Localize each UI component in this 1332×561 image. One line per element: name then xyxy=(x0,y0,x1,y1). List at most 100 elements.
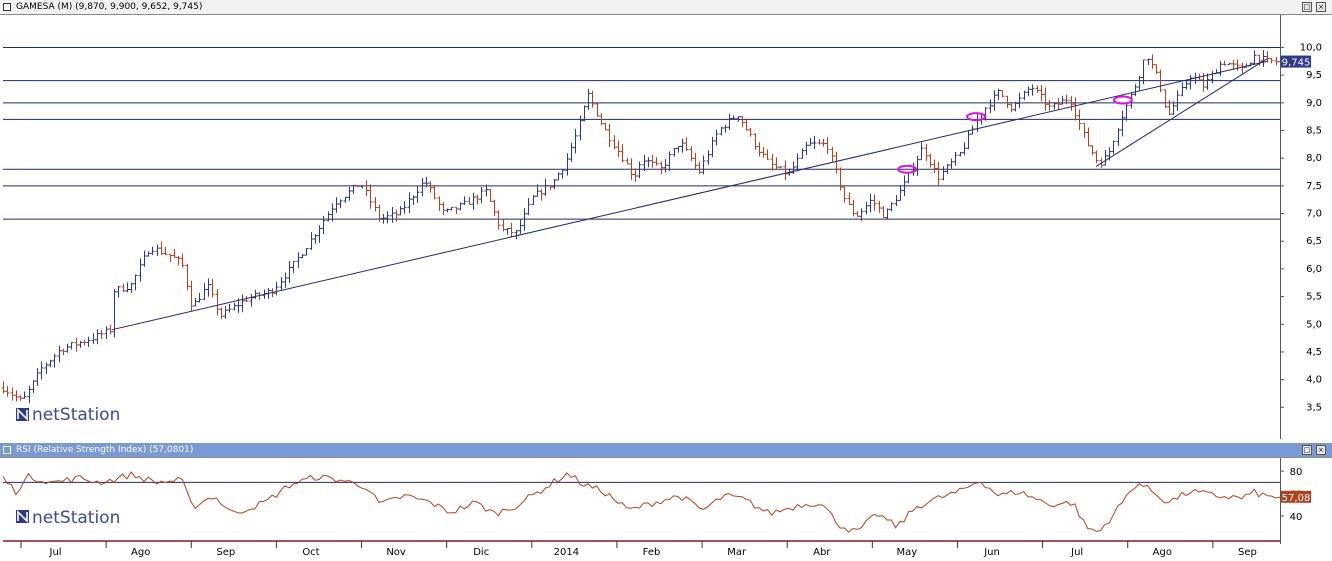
ohlc-bar xyxy=(402,200,407,214)
ohlc-bar xyxy=(197,292,202,303)
ohlc-bar xyxy=(206,278,211,297)
ohlc-bar xyxy=(672,147,677,157)
ohlc-bar xyxy=(646,157,651,168)
rsi-series-line xyxy=(2,471,1281,533)
ohlc-bar xyxy=(744,119,749,131)
ohlc-bar xyxy=(133,274,138,291)
ohlc-bar xyxy=(1120,110,1125,137)
ohlc-bar xyxy=(1133,84,1138,96)
x-axis-label: Sep xyxy=(1238,547,1257,558)
ohlc-bar xyxy=(531,195,536,206)
ohlc-bar xyxy=(650,154,655,168)
ohlc-bar xyxy=(877,200,882,213)
ohlc-bar xyxy=(496,210,501,230)
ohlc-bar xyxy=(842,186,847,203)
ohlc-bar xyxy=(373,197,378,212)
ohlc-bar xyxy=(1188,75,1193,90)
ohlc-bar xyxy=(633,168,638,182)
ohlc-bar xyxy=(74,337,79,352)
ohlc-bar xyxy=(415,185,420,203)
ohlc-bar xyxy=(881,205,886,219)
rsi-restore-icon[interactable]: □ xyxy=(1302,445,1312,455)
ohlc-bar xyxy=(864,201,869,215)
ohlc-bar xyxy=(1073,97,1078,121)
ohlc-bar xyxy=(505,228,510,235)
ohlc-bar xyxy=(932,159,937,173)
ohlc-bar xyxy=(1184,80,1189,90)
ohlc-bar xyxy=(1086,127,1091,147)
ohlc-bar xyxy=(240,294,245,313)
ohlc-bar xyxy=(1077,109,1082,131)
rsi-close-icon[interactable]: × xyxy=(1316,445,1326,455)
ohlc-bar xyxy=(765,149,770,160)
ohlc-bar xyxy=(565,153,570,176)
ohlc-bar xyxy=(1252,50,1257,65)
ohlc-bar xyxy=(479,187,484,204)
ohlc-bar xyxy=(35,367,40,386)
ohlc-bar xyxy=(475,194,480,205)
ohlc-bar xyxy=(556,172,561,181)
restore-icon[interactable]: □ xyxy=(1302,2,1312,12)
last-price-label: 9,745 xyxy=(1282,58,1311,69)
ohlc-bar xyxy=(168,253,173,263)
ohlc-bar xyxy=(1146,58,1151,66)
ohlc-bar xyxy=(116,286,121,298)
ohlc-bar xyxy=(86,336,91,347)
ohlc-bar xyxy=(1005,95,1010,109)
rsi-select-checkbox[interactable] xyxy=(3,446,11,454)
ohlc-bar xyxy=(338,199,343,209)
ohlc-bar xyxy=(898,184,903,201)
ohlc-bar xyxy=(693,152,698,170)
ohlc-bar xyxy=(125,282,130,293)
ohlc-bar xyxy=(689,146,694,162)
ohlc-bar xyxy=(330,203,335,222)
ohlc-bar xyxy=(778,166,783,168)
x-axis-label: Oct xyxy=(302,547,319,558)
price-plot-background xyxy=(0,15,1332,439)
ohlc-bar xyxy=(202,283,207,300)
x-axis-label: 2014 xyxy=(554,547,579,558)
ohlc-bar xyxy=(761,146,766,158)
x-axis-label: Dic xyxy=(473,547,489,558)
ohlc-bar xyxy=(535,184,540,197)
ohlc-bar xyxy=(1052,102,1057,110)
ohlc-bar xyxy=(313,234,318,244)
ohlc-bar xyxy=(680,138,685,153)
ohlc-bar xyxy=(642,154,647,172)
ohlc-bar xyxy=(121,283,126,292)
ohlc-bar xyxy=(1175,90,1180,112)
ohlc-bar xyxy=(620,144,625,163)
panel-select-checkbox[interactable] xyxy=(3,3,11,11)
ohlc-bar xyxy=(603,122,608,131)
ohlc-bar xyxy=(411,195,416,205)
ohlc-bar xyxy=(885,208,890,220)
ohlc-bar xyxy=(1235,59,1240,71)
ohlc-bar xyxy=(578,115,583,141)
ohlc-bar xyxy=(1035,85,1040,93)
ohlc-bar xyxy=(5,386,10,397)
ohlc-bar xyxy=(509,222,514,238)
ohlc-bar xyxy=(215,289,220,316)
ohlc-bar xyxy=(962,142,967,156)
ohlc-bar xyxy=(783,160,788,181)
x-axis-label: Ago xyxy=(131,547,150,558)
last-price-badge xyxy=(1281,55,1311,68)
ohlc-bar xyxy=(454,206,459,214)
ohlc-bar xyxy=(821,139,826,147)
rsi-plot-background xyxy=(0,458,1332,561)
price-tick-label: 10,0 xyxy=(1300,42,1322,53)
ohlc-bar xyxy=(1231,59,1236,70)
price-tick-label: 7,0 xyxy=(1306,209,1322,220)
ohlc-bar xyxy=(1043,87,1048,111)
ohlc-bar xyxy=(1060,95,1065,105)
ohlc-bar xyxy=(676,145,681,153)
ohlc-bar xyxy=(1082,123,1087,138)
ohlc-bar xyxy=(607,123,612,148)
ohlc-bar xyxy=(817,138,822,145)
watermark-text: netStation xyxy=(32,405,120,425)
netstation-logo: netStation xyxy=(16,508,120,528)
close-icon[interactable]: × xyxy=(1316,2,1326,12)
ohlc-bar xyxy=(1257,54,1262,66)
ohlc-bar xyxy=(488,188,493,202)
price-tick-label: 6,0 xyxy=(1306,264,1322,275)
